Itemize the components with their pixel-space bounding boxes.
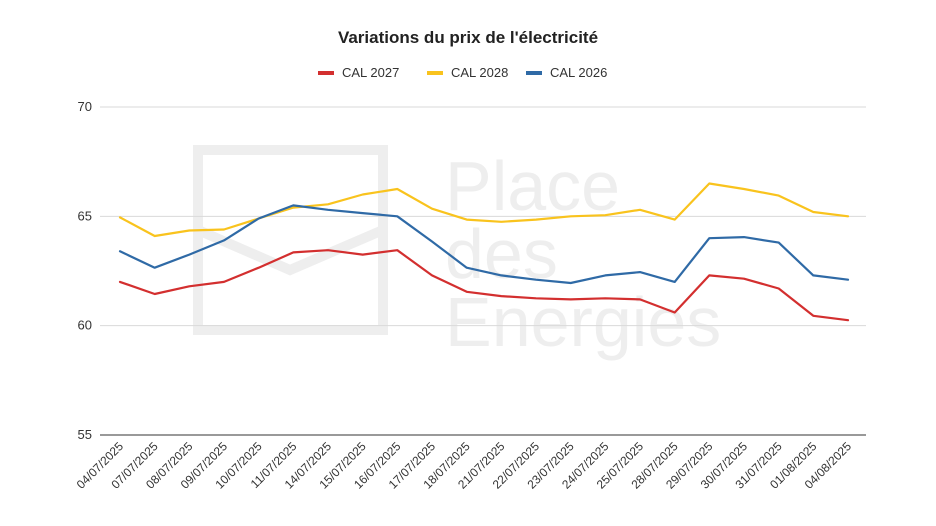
gridlines: [100, 106, 866, 327]
watermark-logo: Place des Energies: [193, 145, 721, 361]
legend-swatch: [318, 71, 334, 75]
legend-label: CAL 2027: [342, 65, 399, 80]
legend: CAL 2027 CAL 2028 CAL 2026: [318, 65, 607, 80]
series-line-cal-2028: [118, 182, 850, 238]
legend-label: CAL 2026: [550, 65, 607, 80]
series-line-cal-2026: [118, 204, 850, 285]
chart-title: Variations du prix de l'électricité: [338, 28, 598, 47]
legend-swatch: [427, 71, 443, 75]
y-tick-label: 55: [78, 427, 92, 442]
y-tick-label: 60: [78, 318, 92, 333]
y-tick-label: 70: [78, 99, 92, 114]
legend-label: CAL 2028: [451, 65, 508, 80]
series-line-cal-2027: [118, 249, 850, 322]
watermark-line-3: Energies: [445, 283, 721, 361]
y-axis-ticks: 55 60 65 70: [78, 99, 92, 442]
x-axis-ticks: 04/07/202507/07/202508/07/202509/07/2025…: [74, 439, 855, 492]
watermark-line-1: Place: [445, 147, 620, 225]
y-tick-label: 65: [78, 208, 92, 223]
watermark-line-2: des: [445, 215, 558, 293]
series-lines: [118, 182, 850, 322]
legend-swatch: [526, 71, 542, 75]
